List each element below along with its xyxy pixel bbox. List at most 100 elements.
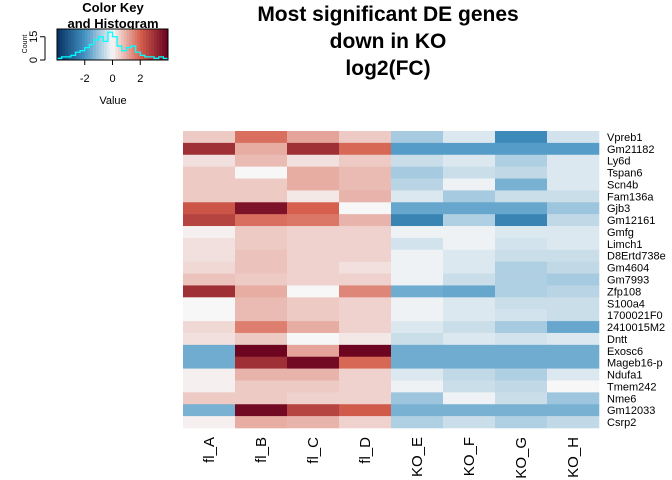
- color-key-swatch: [93, 29, 97, 60]
- heatmap-cell: [339, 261, 392, 274]
- title-line-3: log2(FC): [345, 57, 430, 80]
- color-key-swatch: [129, 29, 133, 60]
- heatmap-cell: [287, 249, 340, 262]
- color-key-swatch: [126, 29, 130, 60]
- heatmap-cell: [183, 226, 236, 239]
- column-label: KO_H: [565, 437, 582, 478]
- heatmap-cell: [547, 214, 600, 227]
- heatmap-cell: [183, 166, 236, 179]
- heatmap-cell: [287, 131, 340, 144]
- heatmap-cell: [339, 344, 392, 358]
- heatmap-cell: [287, 380, 340, 393]
- color-key-y-label: Count: [22, 35, 29, 54]
- heatmap-cell: [339, 332, 392, 346]
- row-label: Nme6: [607, 393, 636, 405]
- heatmap-cell: [443, 356, 496, 369]
- heatmap-cell: [287, 392, 340, 405]
- heatmap-cell: [495, 285, 548, 298]
- color-key-swatch: [154, 29, 158, 60]
- heatmap-cell: [495, 297, 548, 310]
- color-key-swatch: [118, 29, 122, 60]
- heatmap-cell: [495, 202, 548, 215]
- heatmap-cell: [183, 332, 236, 346]
- color-key-swatch: [151, 29, 155, 60]
- heatmap-cell: [235, 202, 288, 215]
- heatmap-cell: [547, 285, 600, 298]
- color-key-swatch: [104, 29, 108, 60]
- heatmap-cell: [339, 309, 392, 322]
- heatmap-cell: [235, 285, 288, 298]
- heatmap-cell: [443, 368, 496, 381]
- column-label: fl_A: [201, 437, 218, 463]
- heatmap-cell: [495, 368, 548, 381]
- heatmap-cell: [443, 344, 496, 358]
- heatmap-cell: [547, 178, 600, 191]
- heatmap-cell: [443, 273, 496, 286]
- heatmap-cell: [183, 154, 236, 167]
- heatmap-cell: [183, 285, 236, 298]
- heatmap-cell: [235, 309, 288, 322]
- color-key: Color Key and Histogram -2 0 2 0 15 Value C…: [22, 0, 169, 107]
- heatmap-cell: [443, 226, 496, 239]
- color-key-swatch: [101, 29, 105, 60]
- heatmap-cell: [443, 154, 496, 167]
- heatmap-cell: [287, 261, 340, 274]
- heatmap-cell: [183, 202, 236, 215]
- heatmap-cell: [235, 332, 288, 346]
- color-key-y-tick-label: 15: [28, 31, 40, 43]
- heatmap-cell: [391, 297, 444, 310]
- heatmap-cell: [287, 142, 340, 156]
- heatmap-cell: [235, 416, 288, 429]
- heatmap-cell: [235, 344, 288, 358]
- heatmap-cell: [183, 392, 236, 405]
- heatmap-cell: [495, 178, 548, 191]
- heatmap-cell: [547, 344, 600, 358]
- row-label: Gm7993: [607, 275, 649, 287]
- color-key-x-axis: -2 0 2: [80, 60, 143, 85]
- color-key-swatch: [112, 29, 116, 60]
- heatmap-cell: [443, 190, 496, 203]
- heatmap-cell: [547, 261, 600, 274]
- heatmap-cell: [287, 154, 340, 167]
- row-label: Ly6d: [607, 156, 630, 168]
- color-key-swatch: [140, 29, 144, 60]
- color-key-histogram: [57, 31, 168, 60]
- heatmap-cell: [339, 249, 392, 262]
- heatmap-cell: [339, 202, 392, 215]
- heatmap-cell: [339, 178, 392, 191]
- heatmap-cell: [547, 131, 600, 144]
- heatmap-cell: [339, 297, 392, 310]
- heatmap-cell: [235, 356, 288, 369]
- row-label: Gm12161: [607, 215, 655, 227]
- row-label: Zfp108: [607, 286, 641, 298]
- row-label: Gjb3: [607, 203, 630, 215]
- row-label: Exosc6: [607, 346, 643, 358]
- heatmap-cell: [547, 190, 600, 203]
- heatmap-cell: [495, 344, 548, 358]
- color-key-swatch: [65, 29, 69, 60]
- row-labels: Vpreb1Gm21182Ly6dTspan6Scn4bFam136aGjb3G…: [607, 132, 666, 429]
- chart-title: Most significant DE genes down in KO log…: [257, 3, 518, 80]
- heatmap-cell: [235, 249, 288, 262]
- heatmap-cell: [391, 344, 444, 358]
- heatmap-cell: [235, 178, 288, 191]
- heatmap-cell: [547, 297, 600, 310]
- heatmap-cell: [495, 273, 548, 286]
- column-label: fl_D: [357, 437, 374, 464]
- row-label: 2410015M2: [607, 322, 665, 334]
- heatmap-cell: [443, 261, 496, 274]
- column-label: fl_B: [253, 437, 270, 463]
- heatmap-cell: [443, 202, 496, 215]
- color-key-title-line-1: Color Key: [82, 0, 144, 15]
- heatmap-cell: [235, 154, 288, 167]
- row-label: Vpreb1: [607, 132, 642, 144]
- heatmap-cell: [235, 380, 288, 393]
- heatmap-cell: [443, 404, 496, 417]
- row-label: Tspan6: [607, 168, 642, 180]
- heatmap-cell: [391, 261, 444, 274]
- heatmap-cell: [495, 214, 548, 227]
- heatmap-cell: [391, 404, 444, 417]
- heatmap-cell: [339, 416, 392, 429]
- color-key-swatch: [159, 29, 163, 60]
